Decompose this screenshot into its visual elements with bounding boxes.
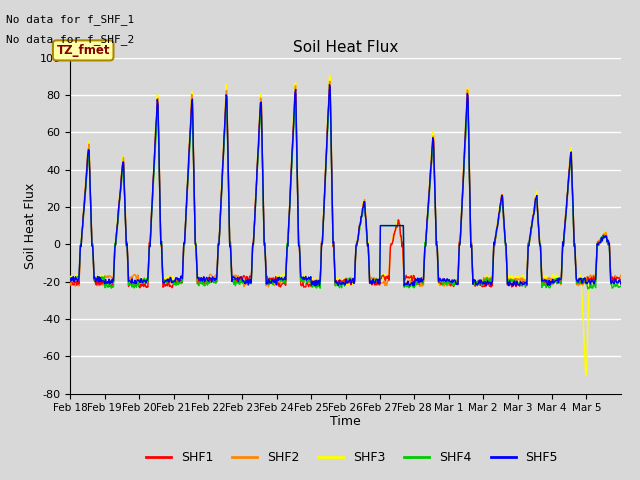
X-axis label: Time: Time [330,415,361,428]
Y-axis label: Soil Heat Flux: Soil Heat Flux [24,182,37,269]
Text: TZ_fmet: TZ_fmet [56,44,110,57]
Text: No data for f_SHF_1: No data for f_SHF_1 [6,14,134,25]
Text: No data for f_SHF_2: No data for f_SHF_2 [6,34,134,45]
Title: Soil Heat Flux: Soil Heat Flux [293,40,398,55]
Legend: SHF1, SHF2, SHF3, SHF4, SHF5: SHF1, SHF2, SHF3, SHF4, SHF5 [141,446,563,469]
